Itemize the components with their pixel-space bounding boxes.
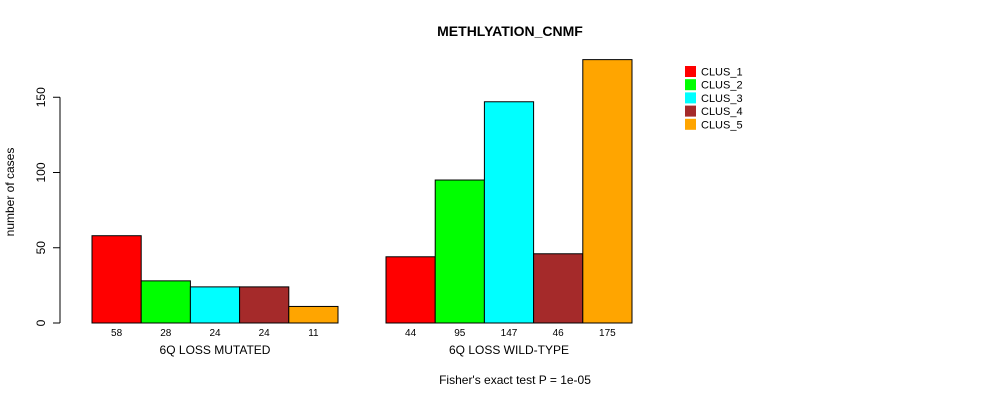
bar xyxy=(239,286,290,324)
bar xyxy=(288,305,339,324)
y-tick-label: 0 xyxy=(34,319,48,326)
bar xyxy=(582,59,633,324)
bar-count-label: 24 xyxy=(259,328,271,339)
bar xyxy=(140,280,191,324)
y-tick-label: 50 xyxy=(34,241,48,255)
legend-swatch xyxy=(685,105,696,117)
y-tick-label: 150 xyxy=(34,87,48,107)
legend-label: CLUS_2 xyxy=(701,80,743,92)
bar-count-label: 175 xyxy=(599,328,616,339)
group-label: 6Q LOSS WILD-TYPE xyxy=(449,343,569,357)
group-labels: 6Q LOSS MUTATED 6Q LOSS WILD-TYPE xyxy=(160,343,569,357)
bar xyxy=(91,235,142,324)
group-label: 6Q LOSS MUTATED xyxy=(160,343,271,357)
bar-count-label: 24 xyxy=(209,328,221,339)
y-axis: 0 50 100 150 xyxy=(34,87,61,326)
bars: 58 28 24 24 11 44 95 147 46 175 xyxy=(91,59,633,339)
legend-label: CLUS_3 xyxy=(701,93,743,105)
legend-swatch xyxy=(685,79,696,91)
y-axis-label: number of cases xyxy=(3,148,17,237)
chart-title: METHLYATION_CNMF xyxy=(437,23,583,39)
legend-label: CLUS_5 xyxy=(701,119,743,131)
legend-swatch xyxy=(685,118,696,130)
bar xyxy=(483,101,535,324)
bar xyxy=(533,253,584,324)
bar xyxy=(385,256,436,324)
legend-swatch xyxy=(685,66,696,77)
legend-label: CLUS_4 xyxy=(701,106,743,118)
legend-swatch xyxy=(685,92,696,104)
bar-count-label: 58 xyxy=(111,328,123,339)
bar-count-label: 147 xyxy=(501,328,518,339)
bar-count-label: 44 xyxy=(405,328,417,339)
bar xyxy=(434,179,485,324)
bar xyxy=(189,286,241,324)
bar-count-label: 28 xyxy=(160,328,172,339)
legend-label: CLUS_1 xyxy=(701,67,743,79)
bar-count-label: 46 xyxy=(553,328,565,339)
bar-count-label: 11 xyxy=(308,328,319,339)
y-tick-label: 100 xyxy=(34,162,48,182)
fisher-test-subtitle: Fisher's exact test P = 1e-05 xyxy=(439,373,591,387)
bar-count-label: 95 xyxy=(454,328,466,339)
